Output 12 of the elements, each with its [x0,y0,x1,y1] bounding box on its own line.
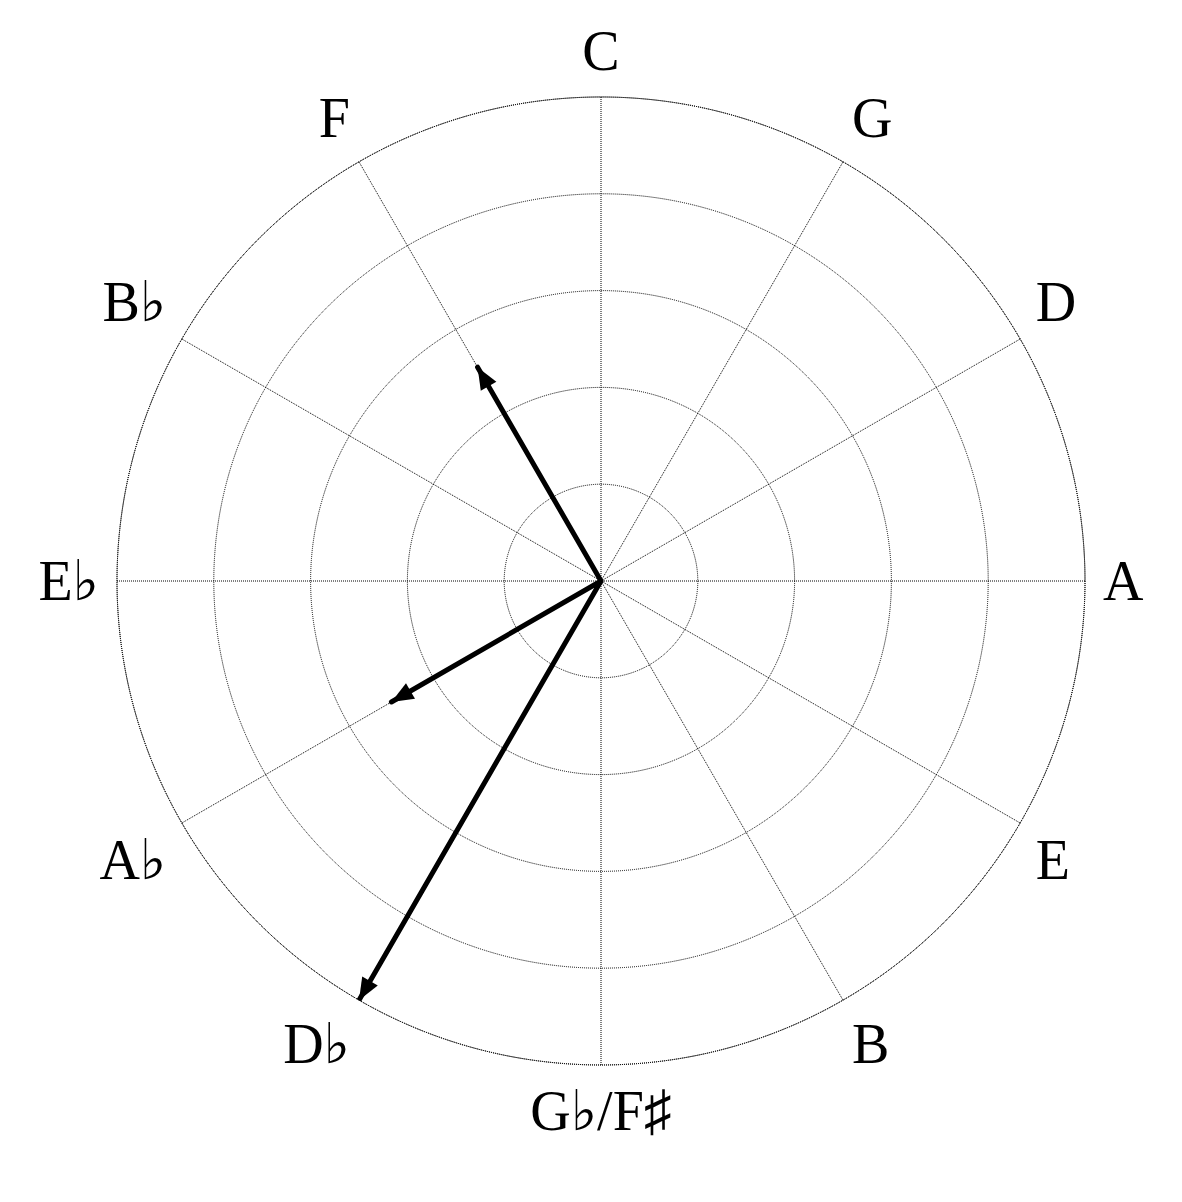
spoke-label: G♭/F♯ [530,1080,672,1142]
spoke-label: C [582,20,620,82]
spoke-label: D♭ [283,1012,350,1075]
spoke-label: D [1035,271,1077,333]
spoke-label: A [1103,550,1144,612]
spoke-label: B♭ [102,271,167,333]
spoke-label: E♭ [38,550,99,612]
spoke-label: A♭ [99,829,167,891]
spoke-label: G [852,87,893,150]
spoke-label: E [1035,829,1070,891]
spoke-label: F [318,87,350,150]
spoke-label: B [852,1012,890,1075]
